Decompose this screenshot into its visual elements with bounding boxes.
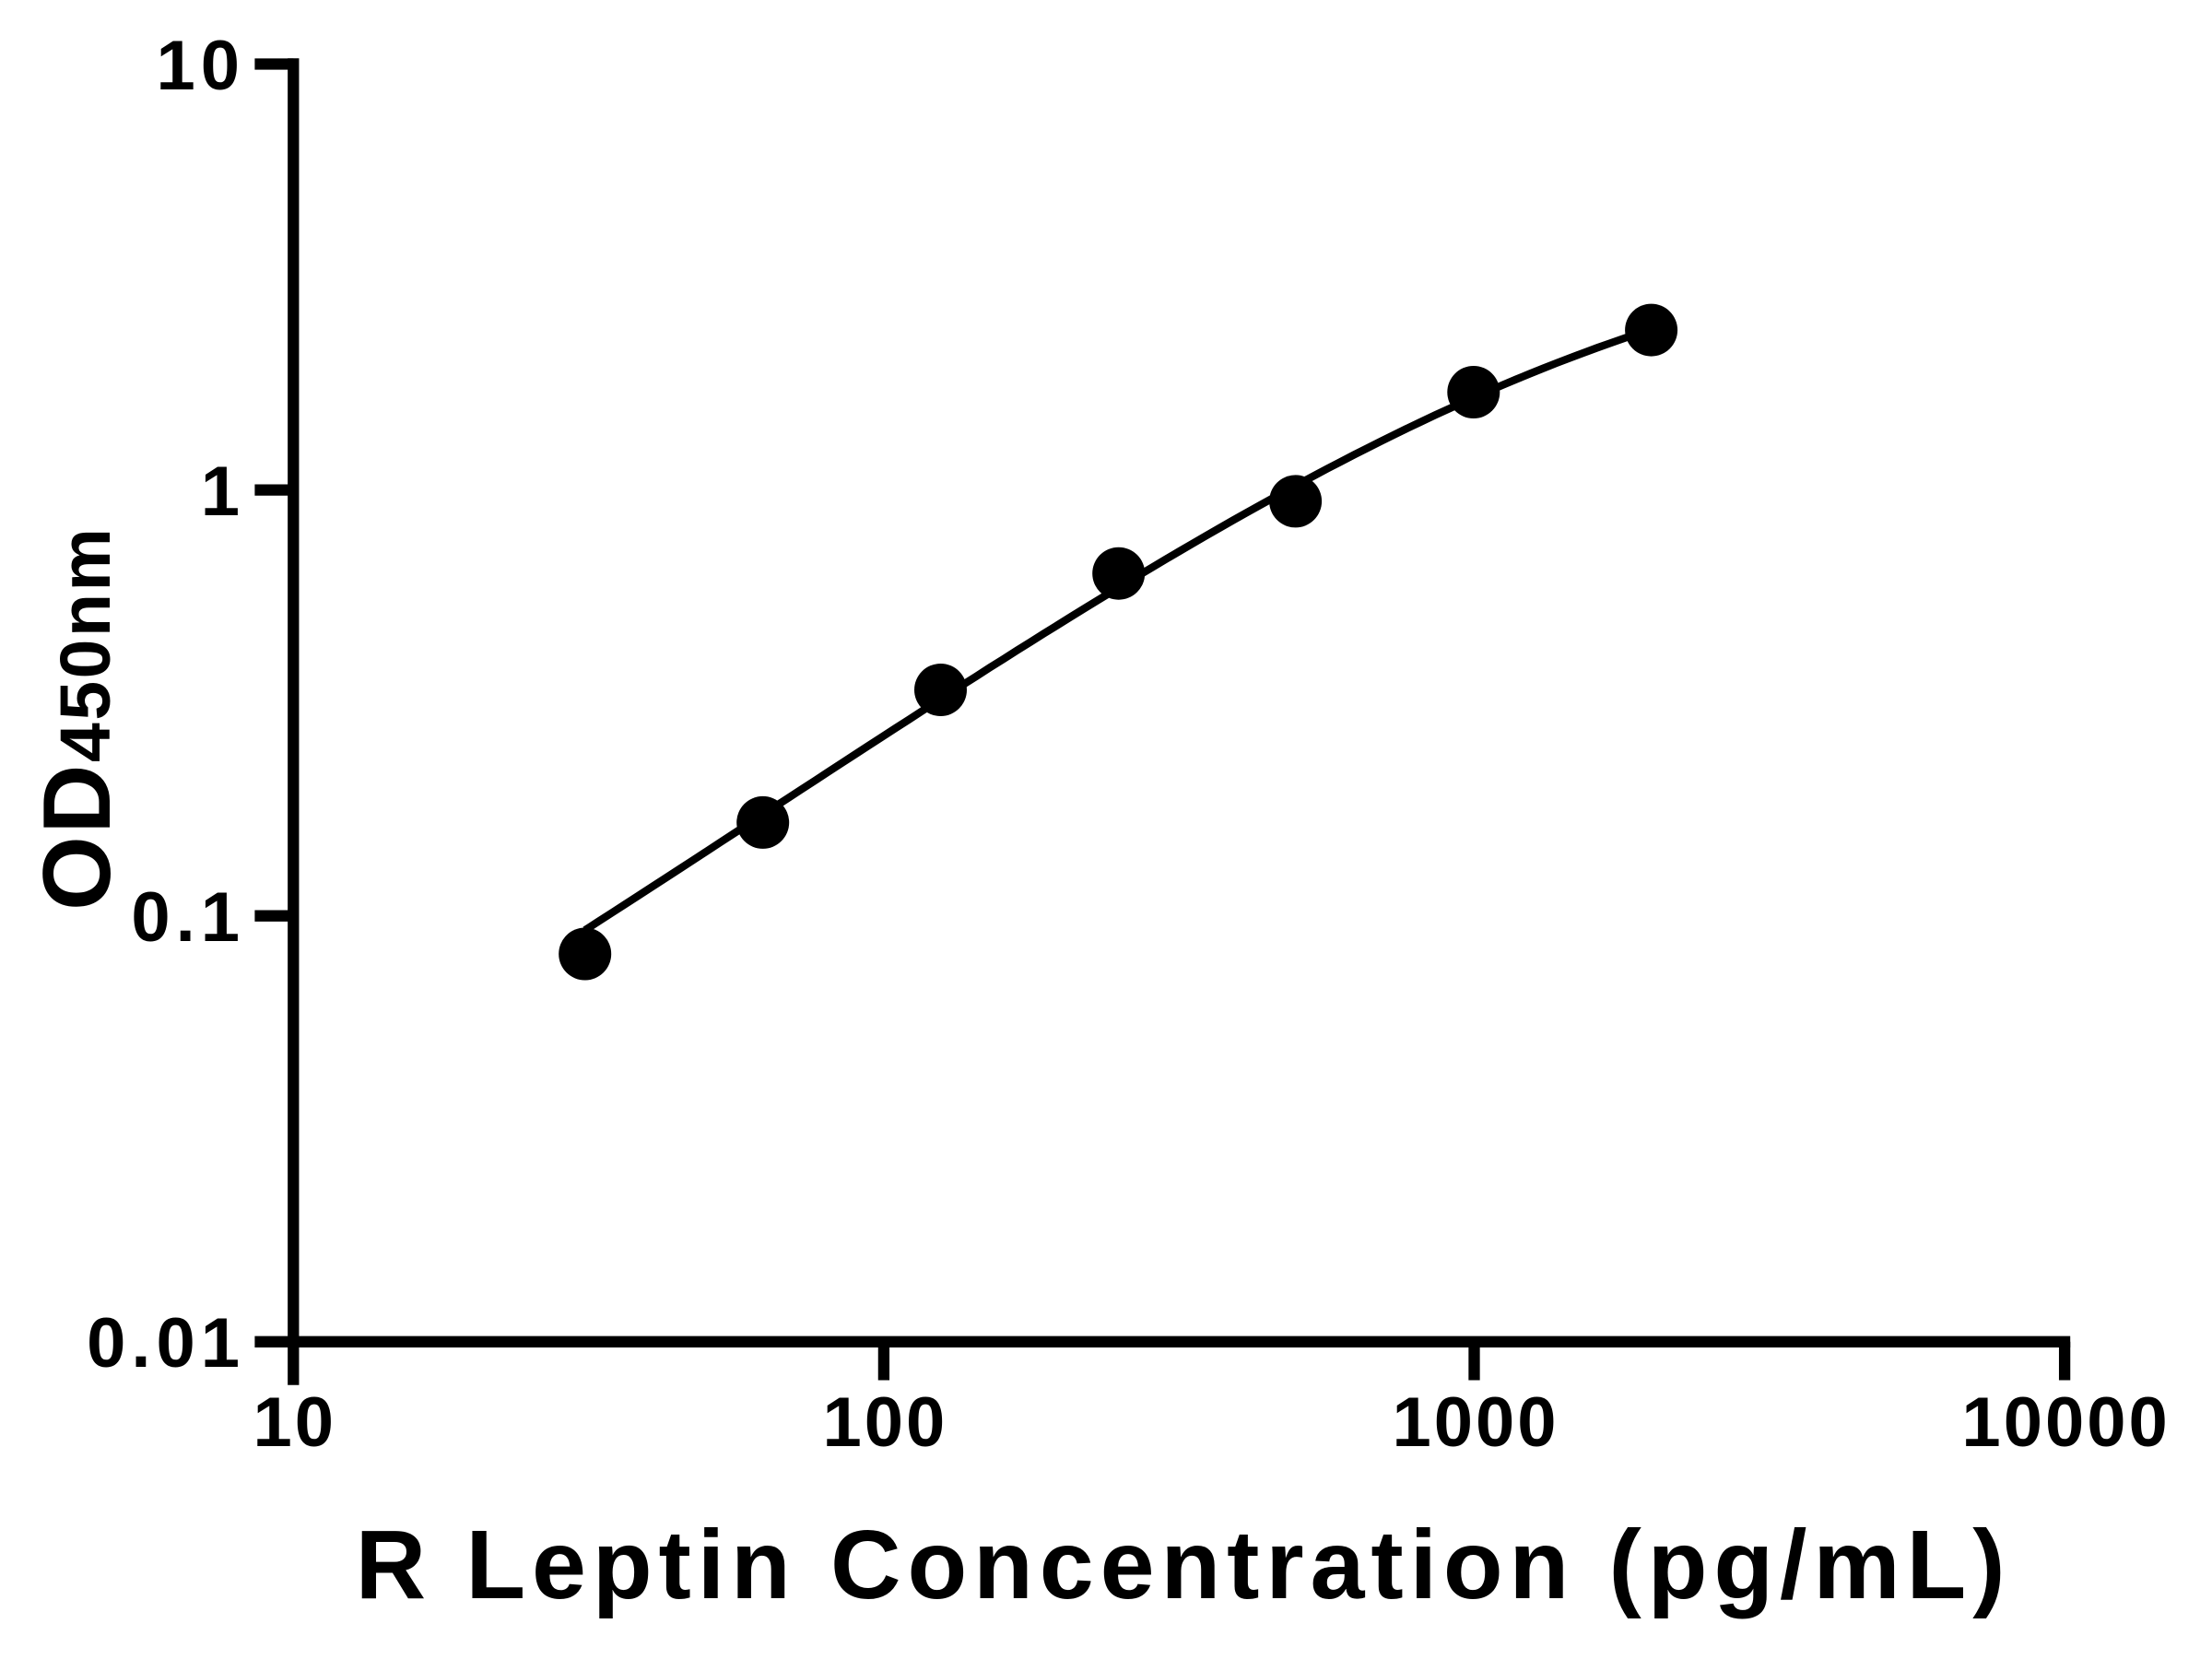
svg-text:0.01: 0.01 <box>87 1304 245 1382</box>
svg-text:10000: 10000 <box>1961 1383 2170 1462</box>
svg-text:1000: 1000 <box>1392 1383 1559 1462</box>
svg-text:1: 1 <box>201 453 245 531</box>
svg-text:10: 10 <box>253 1383 337 1462</box>
svg-text:R Leptin Concentration (pg/mL): R Leptin Concentration (pg/mL) <box>356 1511 2012 1619</box>
svg-text:0.1: 0.1 <box>131 878 245 957</box>
svg-text:10: 10 <box>156 27 245 105</box>
svg-text:100: 100 <box>822 1383 947 1462</box>
svg-text:OD450nm: OD450nm <box>24 526 131 911</box>
